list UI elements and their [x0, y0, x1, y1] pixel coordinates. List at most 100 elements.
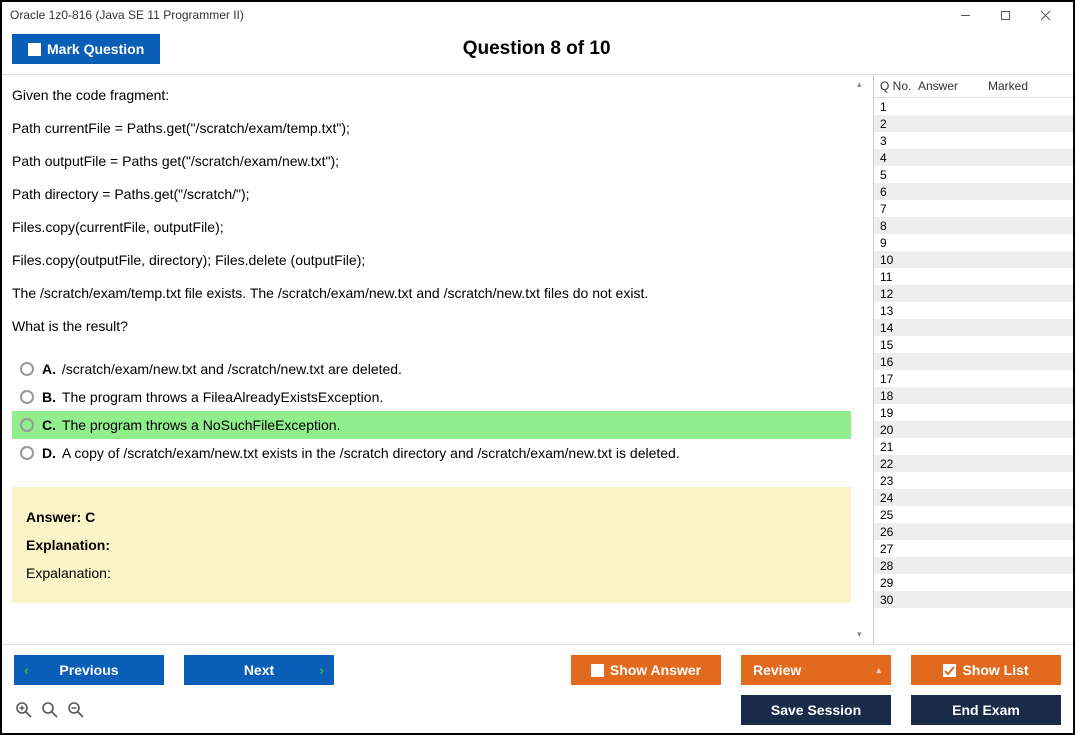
question-line: Path currentFile = Paths.get("/scratch/e…: [12, 118, 851, 139]
row-qno: 18: [880, 389, 918, 403]
question-line: What is the result?: [12, 316, 851, 337]
radio-icon[interactable]: [20, 362, 34, 376]
next-button[interactable]: Next ›: [184, 655, 334, 685]
row-qno: 17: [880, 372, 918, 386]
list-row[interactable]: 6: [874, 183, 1073, 200]
list-row[interactable]: 25: [874, 506, 1073, 523]
list-row[interactable]: 23: [874, 472, 1073, 489]
question-line: Given the code fragment:: [12, 85, 851, 106]
radio-icon[interactable]: [20, 446, 34, 460]
mark-question-label: Mark Question: [47, 41, 144, 57]
review-button[interactable]: Review: [741, 655, 891, 685]
row-qno: 3: [880, 134, 918, 148]
answer-box: Answer: C Explanation: Expalanation:: [12, 487, 851, 603]
list-row[interactable]: 12: [874, 285, 1073, 302]
list-row[interactable]: 26: [874, 523, 1073, 540]
header-marked: Marked: [988, 79, 1067, 93]
list-row[interactable]: 16: [874, 353, 1073, 370]
row-qno: 21: [880, 440, 918, 454]
zoom-in-icon[interactable]: [14, 700, 34, 720]
option-row[interactable]: C. The program throws a NoSuchFileExcept…: [12, 411, 851, 439]
show-list-button[interactable]: Show List: [911, 655, 1061, 685]
scroll-down-icon[interactable]: ▾: [857, 629, 873, 640]
chevron-left-icon: ‹: [24, 662, 29, 678]
show-list-label: Show List: [962, 662, 1028, 678]
list-body[interactable]: 1234567891011121314151617181920212223242…: [874, 98, 1073, 644]
list-row[interactable]: 19: [874, 404, 1073, 421]
radio-icon[interactable]: [20, 418, 34, 432]
row-qno: 23: [880, 474, 918, 488]
row-qno: 11: [880, 270, 918, 284]
previous-button[interactable]: ‹ Previous: [14, 655, 164, 685]
option-row[interactable]: B. The program throws a FileaAlreadyExis…: [12, 383, 851, 411]
maximize-icon[interactable]: [985, 5, 1025, 25]
question-list-panel: Q No. Answer Marked 12345678910111213141…: [873, 75, 1073, 644]
row-qno: 30: [880, 593, 918, 607]
scroll-up-icon[interactable]: ▴: [857, 79, 873, 90]
next-label: Next: [244, 662, 274, 678]
list-row[interactable]: 28: [874, 557, 1073, 574]
list-row[interactable]: 18: [874, 387, 1073, 404]
row-qno: 14: [880, 321, 918, 335]
row-qno: 26: [880, 525, 918, 539]
zoom-out-icon[interactable]: [66, 700, 86, 720]
review-label: Review: [753, 662, 801, 678]
list-row[interactable]: 5: [874, 166, 1073, 183]
list-row[interactable]: 17: [874, 370, 1073, 387]
footer-row-1: ‹ Previous Next › Show Answer Review Sho…: [14, 655, 1061, 685]
list-row[interactable]: 10: [874, 251, 1073, 268]
option-text: C. The program throws a NoSuchFileExcept…: [42, 417, 340, 433]
list-row[interactable]: 21: [874, 438, 1073, 455]
question-line: The /scratch/exam/temp.txt file exists. …: [12, 283, 851, 304]
minimize-icon[interactable]: [945, 5, 985, 25]
save-session-button[interactable]: Save Session: [741, 695, 891, 725]
row-qno: 28: [880, 559, 918, 573]
list-row[interactable]: 13: [874, 302, 1073, 319]
list-row[interactable]: 20: [874, 421, 1073, 438]
footer: ‹ Previous Next › Show Answer Review Sho…: [2, 644, 1073, 733]
zoom-reset-icon[interactable]: [40, 700, 60, 720]
list-row[interactable]: 24: [874, 489, 1073, 506]
previous-label: Previous: [59, 662, 118, 678]
list-row[interactable]: 8: [874, 217, 1073, 234]
question-line: Path directory = Paths.get("/scratch/");: [12, 184, 851, 205]
row-qno: 1: [880, 100, 918, 114]
scroll-indicator[interactable]: ▴ ▾: [857, 75, 873, 644]
mark-question-button[interactable]: Mark Question: [12, 34, 160, 64]
app-window: Oracle 1z0-816 (Java SE 11 Programmer II…: [0, 0, 1075, 735]
option-row[interactable]: A. /scratch/exam/new.txt and /scratch/ne…: [12, 355, 851, 383]
question-line: Files.copy(outputFile, directory); Files…: [12, 250, 851, 271]
row-qno: 2: [880, 117, 918, 131]
list-row[interactable]: 14: [874, 319, 1073, 336]
list-row[interactable]: 22: [874, 455, 1073, 472]
row-qno: 16: [880, 355, 918, 369]
list-row[interactable]: 3: [874, 132, 1073, 149]
row-qno: 5: [880, 168, 918, 182]
list-row[interactable]: 15: [874, 336, 1073, 353]
row-qno: 24: [880, 491, 918, 505]
zoom-controls: [14, 700, 86, 720]
answer-line: Answer: C: [26, 503, 837, 531]
list-row[interactable]: 27: [874, 540, 1073, 557]
row-qno: 20: [880, 423, 918, 437]
list-row[interactable]: 11: [874, 268, 1073, 285]
radio-icon[interactable]: [20, 390, 34, 404]
list-row[interactable]: 29: [874, 574, 1073, 591]
close-icon[interactable]: [1025, 5, 1065, 25]
row-qno: 7: [880, 202, 918, 216]
list-row[interactable]: 2: [874, 115, 1073, 132]
option-row[interactable]: D. A copy of /scratch/exam/new.txt exist…: [12, 439, 851, 467]
checkbox-empty-icon: [591, 664, 604, 677]
question-counter: Question 8 of 10: [160, 38, 913, 60]
list-row[interactable]: 7: [874, 200, 1073, 217]
end-exam-button[interactable]: End Exam: [911, 695, 1061, 725]
option-text: B. The program throws a FileaAlreadyExis…: [42, 389, 383, 405]
list-row[interactable]: 4: [874, 149, 1073, 166]
list-row[interactable]: 30: [874, 591, 1073, 608]
option-text: D. A copy of /scratch/exam/new.txt exist…: [42, 445, 680, 461]
question-line: Path outputFile = Paths get("/scratch/ex…: [12, 151, 851, 172]
list-row[interactable]: 9: [874, 234, 1073, 251]
show-answer-button[interactable]: Show Answer: [571, 655, 721, 685]
row-qno: 25: [880, 508, 918, 522]
list-row[interactable]: 1: [874, 98, 1073, 115]
